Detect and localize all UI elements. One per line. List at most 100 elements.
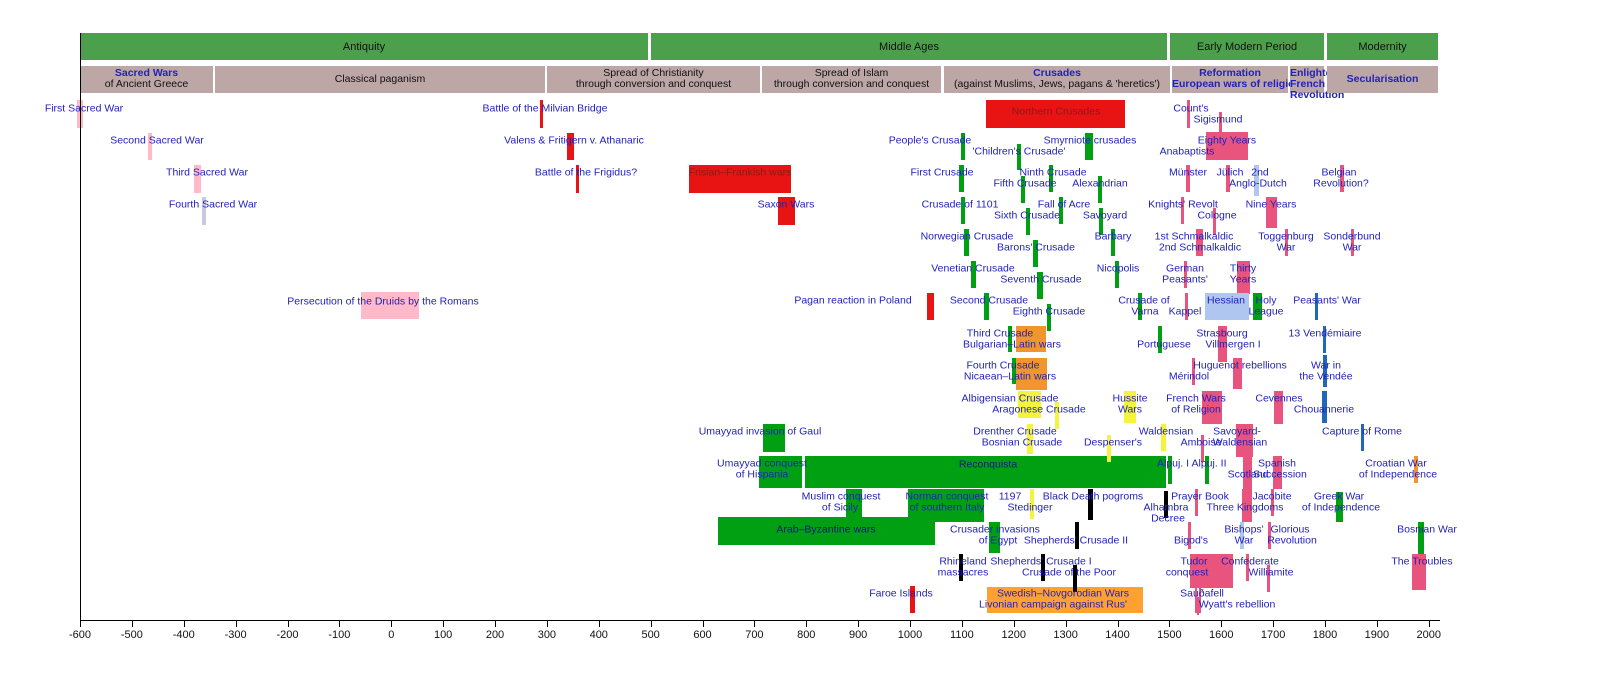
category-band-label-line: Secularisation bbox=[1346, 73, 1419, 85]
era-band-modernity: Modernity bbox=[1327, 33, 1438, 60]
event-label-sigismund: Sigismund bbox=[1193, 113, 1243, 126]
category-band-label-line: through conversion and conquest bbox=[575, 78, 732, 90]
event-marker bbox=[1186, 165, 1190, 192]
event-marker bbox=[1115, 261, 1119, 288]
event-marker bbox=[361, 292, 419, 319]
event-label-alexandrian: Alexandrian bbox=[1072, 177, 1128, 190]
event-marker bbox=[987, 587, 1143, 613]
event-marker bbox=[1016, 326, 1046, 352]
event-label-wars: Wars bbox=[1117, 403, 1143, 416]
event-marker bbox=[1188, 522, 1191, 549]
event-label-jacobite: Jacobite bbox=[1252, 490, 1292, 503]
event-marker bbox=[1226, 165, 1230, 192]
axis-year-label: 1700 bbox=[1260, 629, 1286, 641]
event-label-capture-of-rome: Capture of Rome bbox=[1322, 425, 1402, 438]
event-label-savoyard: Savoyard bbox=[1082, 209, 1128, 222]
event-label-smyrniote-crusades: Smyrniote crusades bbox=[1043, 134, 1137, 147]
event-marker bbox=[1340, 165, 1344, 192]
event-label-decree: Decree bbox=[1151, 512, 1185, 525]
event-label-despenser-s: Despenser's bbox=[1083, 436, 1143, 449]
event-marker bbox=[1195, 586, 1197, 613]
event-label-second-crusade: Second Crusade bbox=[949, 294, 1029, 307]
event-label-fifth-crusade: Fifth Crusade bbox=[993, 177, 1057, 190]
event-marker bbox=[1192, 358, 1195, 385]
category-band-spread-of-christianity: Spread of Christianity through conversion… bbox=[547, 66, 760, 93]
event-marker bbox=[1271, 489, 1274, 516]
axis-year-label: 400 bbox=[589, 629, 608, 641]
axis-tick bbox=[1013, 620, 1015, 627]
event-marker bbox=[718, 517, 935, 545]
category-band-label-line: French bbox=[1290, 78, 1326, 90]
axis-tick bbox=[598, 620, 600, 627]
event-label-alpuj-i: Alpuj. I bbox=[1156, 457, 1190, 470]
category-band-enlightenment: EnlightenmentFrenchRevolution bbox=[1290, 66, 1363, 101]
event-marker bbox=[1041, 554, 1045, 581]
event-marker bbox=[1195, 489, 1198, 516]
category-band-label-line: Revolution bbox=[1290, 89, 1345, 101]
event-label-anabaptists: Anabaptists bbox=[1159, 145, 1215, 158]
event-marker bbox=[1240, 522, 1244, 549]
event-label-2nd: 2nd bbox=[1251, 166, 1269, 179]
event-label-war: War bbox=[1276, 241, 1296, 254]
event-marker bbox=[1085, 133, 1093, 160]
event-label-belgian: Belgian bbox=[1321, 166, 1357, 179]
event-marker bbox=[971, 261, 976, 288]
axis-year-label: -400 bbox=[172, 629, 195, 641]
event-marker bbox=[959, 554, 963, 581]
event-label-1197: 1197 bbox=[998, 490, 1022, 503]
axis-year-label: 1200 bbox=[1001, 629, 1026, 641]
event-marker bbox=[1099, 208, 1103, 235]
event-marker bbox=[1254, 165, 1259, 196]
axis-year-label: 200 bbox=[485, 629, 505, 641]
axis-year-label: -600 bbox=[68, 629, 92, 641]
axis-tick bbox=[1376, 620, 1378, 627]
axis-tick bbox=[961, 620, 963, 627]
axis-year-label: 1400 bbox=[1105, 629, 1130, 641]
event-label-the-vend-e: the Vendée bbox=[1299, 370, 1353, 383]
event-label-williamite: Williamite bbox=[1248, 566, 1294, 579]
y-axis-spine bbox=[80, 33, 81, 620]
era-band-antiquity: Antiquity bbox=[80, 33, 648, 60]
axis-year-label: -500 bbox=[120, 629, 143, 641]
event-label-prayer-book: Prayer Book bbox=[1171, 490, 1229, 503]
event-marker bbox=[1322, 391, 1327, 423]
event-label-bigod-s: Bigod's bbox=[1173, 534, 1209, 547]
event-marker bbox=[1012, 358, 1016, 384]
event-marker bbox=[1196, 229, 1203, 256]
event-marker bbox=[1158, 326, 1162, 353]
category-band-reformation: Reformation European wars of religion bbox=[1172, 66, 1301, 93]
event-marker bbox=[1030, 489, 1034, 519]
axis-tick bbox=[1065, 620, 1067, 627]
event-marker bbox=[908, 489, 984, 522]
axis-tick bbox=[754, 620, 756, 627]
axis-year-label: 2000 bbox=[1416, 629, 1441, 641]
event-label-french-wars: French Wars bbox=[1166, 392, 1226, 405]
axis-year-label: 1300 bbox=[1053, 629, 1078, 641]
event-label-seventh-crusade: Seventh Crusade bbox=[1000, 273, 1082, 286]
event-marker bbox=[1266, 197, 1277, 228]
event-marker bbox=[1187, 100, 1190, 128]
axis-year-label: 900 bbox=[848, 629, 868, 641]
category-band-label-line: Reformation bbox=[1199, 67, 1261, 79]
event-marker bbox=[763, 424, 785, 452]
axis-tick bbox=[910, 620, 911, 627]
event-marker bbox=[1361, 424, 1364, 451]
event-marker bbox=[1205, 293, 1249, 320]
event-marker bbox=[1018, 391, 1041, 418]
event-marker bbox=[1205, 456, 1209, 484]
event-label-kappel: Kappel bbox=[1168, 305, 1202, 318]
event-label-albigensian-crusade: Albigensian Crusade bbox=[961, 392, 1059, 405]
event-marker bbox=[1075, 522, 1079, 549]
event-marker bbox=[1236, 424, 1253, 457]
axis-year-label: 0 bbox=[388, 629, 395, 641]
category-band-spread-of-islam: Spread of Islam through conversion and co… bbox=[762, 66, 941, 93]
axis-tick bbox=[131, 620, 133, 627]
event-label-pagan-reaction-in-poland: Pagan reaction in Poland bbox=[794, 294, 912, 307]
event-label-fourth-crusade: Fourth Crusade bbox=[966, 359, 1040, 372]
event-marker bbox=[1073, 565, 1077, 592]
event-label-of-independence: of Independence bbox=[1358, 468, 1438, 481]
axis-tick bbox=[339, 620, 341, 627]
event-label-german: German bbox=[1166, 262, 1204, 275]
event-marker bbox=[1243, 456, 1252, 489]
event-label-j-lich: Jülich bbox=[1216, 166, 1244, 179]
